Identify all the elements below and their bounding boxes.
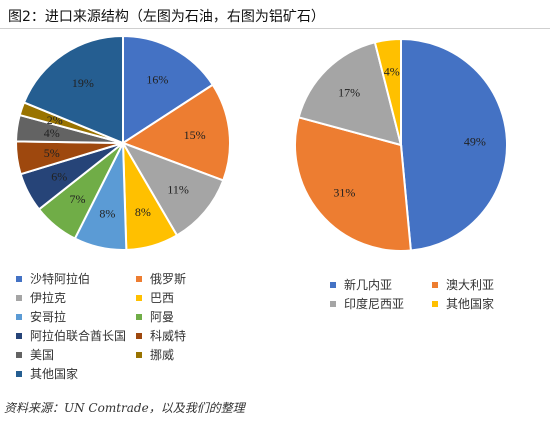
legend-swatch [432,300,438,307]
legend-swatch [16,332,22,339]
legend-item: 挪威 [136,346,174,363]
slice-percent-label: 7% [70,192,86,206]
legend-swatch [16,275,22,282]
slice-percent-label: 16% [146,73,168,87]
legend-swatch [16,313,22,320]
legend-item: 新几内亚 [330,276,392,293]
legend-item: 俄罗斯 [136,270,186,287]
legend-label: 安哥拉 [30,310,67,324]
pie-slice [373,37,402,146]
slice-percent-label: 17% [338,85,360,99]
legend-swatch [16,351,22,358]
legend-label: 巴西 [150,291,175,305]
slice-percent-label: 19% [72,76,94,90]
legend-label: 其他国家 [30,367,79,381]
legend-label: 阿曼 [150,310,175,324]
legend-swatch [16,294,22,301]
figure-title: 图2：进口来源结构（左图为石油，右图为铝矿石） [8,9,325,25]
slice-percent-label: 8% [99,206,115,220]
source-note: 资料来源：UN Comtrade，以及我们的整理 [4,401,245,415]
legend-item: 美国 [16,346,54,363]
legend-label: 沙特阿拉伯 [30,272,91,286]
legend-item: 阿曼 [136,308,174,325]
legend-swatch [136,294,142,301]
legend-label: 印度尼西亚 [344,297,405,311]
legend-swatch [136,275,142,282]
legend-item: 澳大利亚 [432,276,494,293]
legend-label: 伊拉克 [30,291,67,305]
pie-slice [400,37,508,252]
slice-percent-label: 4% [384,65,400,79]
oil-legend: 沙特阿拉伯 俄罗斯伊拉克 巴西安哥拉 阿曼阿拉伯联合酋长国 科威特美国 挪威其他国家 [16,270,256,395]
legend-swatch [136,332,142,339]
legend-label: 阿拉伯联合酋长国 [30,329,127,343]
legend-item: 安哥拉 [16,308,66,325]
slice-percent-label: 5% [44,146,60,160]
legend-item: 科威特 [136,327,186,344]
pie-slice [120,141,225,237]
legend-swatch [330,281,336,288]
legend-item: 阿拉伯联合酋长国 [16,327,126,344]
legend-label: 挪威 [150,348,175,362]
legend-swatch [330,300,336,307]
legend-swatch [16,370,22,377]
legend-swatch [136,313,142,320]
legend-label: 其他国家 [446,297,495,311]
slice-percent-label: 4% [44,126,60,140]
legend-item: 印度尼西亚 [330,295,404,312]
slice-percent-label: 15% [184,128,206,142]
pie-slice [22,34,124,145]
slice-percent-label: 8% [135,205,151,219]
pie-slice [120,83,231,182]
legend-item: 其他国家 [432,295,494,312]
pie-slice [122,34,215,145]
oil-pie-chart: 16%15%11%8%8%7%6%5%4%2%19% [14,34,231,251]
bauxite-pie-chart: 49% 31% 17% 4% [294,37,508,252]
bauxite-legend: 新几内亚 澳大利亚印度尼西亚 其他国家 [330,276,540,316]
slice-percent-label: 6% [51,169,67,183]
legend-swatch [136,351,142,358]
legend-item: 巴西 [136,289,174,306]
legend-label: 新几内亚 [344,278,393,292]
legend-label: 科威特 [150,329,187,343]
title-divider [0,28,550,29]
slice-percent-label: 11% [167,182,189,196]
pie-slice [294,116,412,252]
legend-item: 其他国家 [16,365,78,382]
slice-percent-label: 31% [333,186,355,200]
legend-label: 美国 [30,348,55,362]
legend-swatch [432,281,438,288]
legend-item: 沙特阿拉伯 [16,270,90,287]
legend-item: 伊拉克 [16,289,66,306]
legend-label: 俄罗斯 [150,272,187,286]
slice-percent-label: 49% [464,135,486,149]
legend-label: 澳大利亚 [446,278,495,292]
pie-slice [297,41,403,147]
